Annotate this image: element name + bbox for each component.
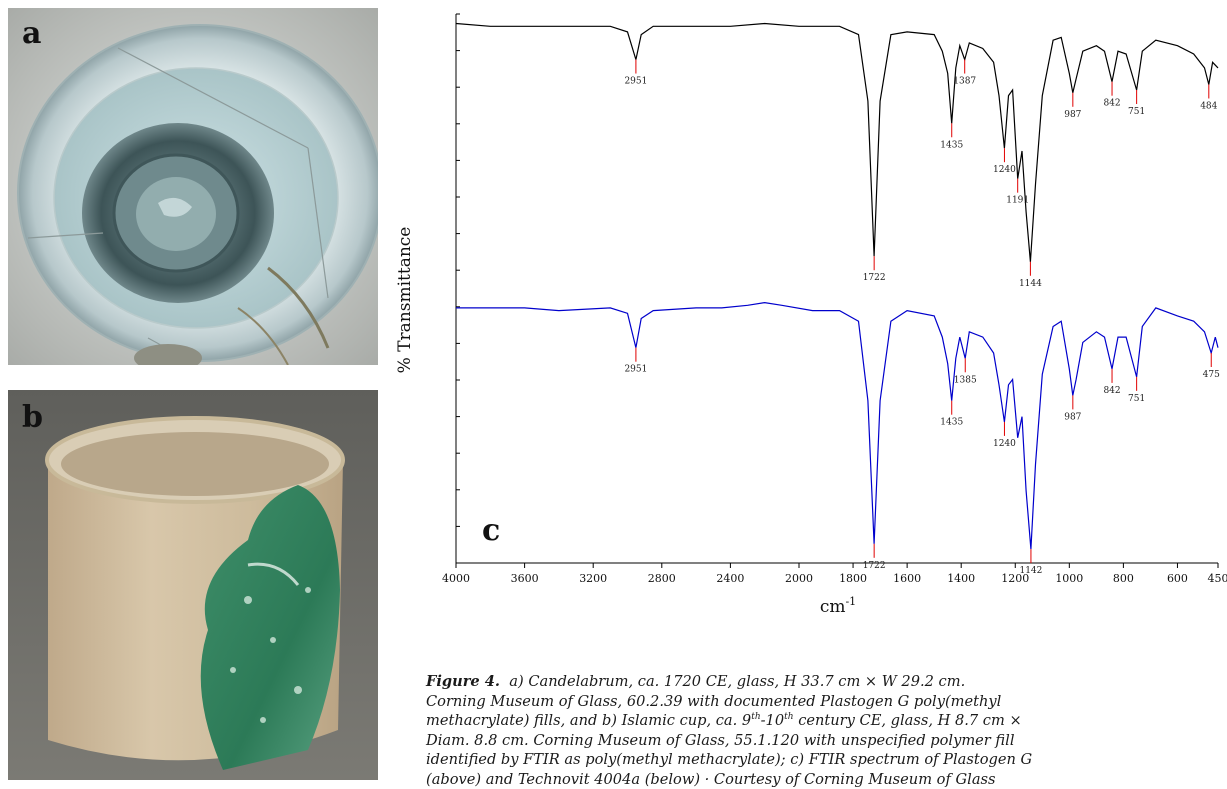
x-tick-label: 2000 bbox=[785, 572, 813, 585]
peak-label: 751 bbox=[1128, 107, 1145, 117]
caption-line-4: Diam. 8.8 cm. Corning Museum of Glass, 5… bbox=[426, 731, 1216, 751]
photo-a-candelabrum: a bbox=[8, 8, 378, 365]
figure-caption: Figure 4. a) Candelabrum, ca. 1720 CE, g… bbox=[426, 672, 1216, 789]
peak-label: 751 bbox=[1128, 394, 1145, 404]
peak-label: 475 bbox=[1203, 370, 1220, 380]
y-ticks bbox=[456, 14, 460, 563]
caption-line-2: Corning Museum of Glass, 60.2.39 with do… bbox=[426, 692, 1216, 712]
x-tick-label: 2800 bbox=[648, 572, 676, 585]
caption-line-1: Figure 4. a) Candelabrum, ca. 1720 CE, g… bbox=[426, 672, 1216, 692]
x-tick-label: 1400 bbox=[947, 572, 975, 585]
panel-label-a: a bbox=[22, 16, 41, 51]
peak-label: 987 bbox=[1064, 412, 1081, 422]
peak-label: 2951 bbox=[624, 365, 647, 375]
caption-line-5: identified by FTIR as poly(methyl methac… bbox=[426, 750, 1216, 770]
photo-b-islamic-cup: b bbox=[8, 390, 378, 780]
caption-line-3b: -10 bbox=[761, 712, 785, 729]
caption-figure-label: Figure 4. bbox=[426, 673, 500, 690]
peak-label: 1142 bbox=[1019, 566, 1042, 576]
peak-label: 1240 bbox=[993, 439, 1016, 449]
peak-label: 484 bbox=[1200, 101, 1217, 111]
peak-label: 1144 bbox=[1019, 279, 1042, 289]
peak-label: 1435 bbox=[940, 418, 963, 428]
panel-label-c: c bbox=[482, 513, 500, 548]
peak-label: 987 bbox=[1064, 110, 1081, 120]
peak-label: 1722 bbox=[863, 561, 886, 571]
islamic-cup-image bbox=[8, 390, 378, 780]
peak-label: 1385 bbox=[954, 375, 977, 385]
peak-label: 2951 bbox=[624, 77, 647, 87]
panel-label-b: b bbox=[22, 400, 43, 435]
x-tick-label: 2400 bbox=[716, 572, 744, 585]
caption-line-3-sup2: th bbox=[784, 712, 793, 722]
peak-label: 1191 bbox=[1006, 196, 1029, 206]
peak-label: 1435 bbox=[940, 140, 963, 150]
x-tick-label: 450 bbox=[1208, 572, 1227, 585]
x-tick-label: 3200 bbox=[579, 572, 607, 585]
caption-line-3a: methacrylate) fills, and b) Islamic cup,… bbox=[426, 712, 751, 729]
peak-label: 842 bbox=[1103, 99, 1120, 109]
x-tick-label: 1600 bbox=[893, 572, 921, 585]
series-line-1 bbox=[456, 24, 1218, 262]
x-tick-label: 800 bbox=[1113, 572, 1134, 585]
caption-line-6: (above) and Technovit 4004a (below) · Co… bbox=[426, 770, 1216, 789]
caption-line-3: methacrylate) fills, and b) Islamic cup,… bbox=[426, 711, 1216, 731]
peak-label: 1722 bbox=[863, 273, 886, 283]
series-line-2 bbox=[456, 303, 1218, 549]
caption-line-1-text: a) Candelabrum, ca. 1720 CE, glass, H 33… bbox=[509, 673, 965, 690]
caption-line-3-sup1: th bbox=[751, 712, 760, 722]
peak-label: 1240 bbox=[993, 165, 1016, 175]
peak-label: 1387 bbox=[953, 77, 976, 87]
peak-labels: 2951 1722 1435 1387 1240 1191 1144 987 842 751 484… bbox=[624, 60, 1220, 577]
x-tick-label: 1800 bbox=[839, 572, 867, 585]
peak-label: 842 bbox=[1103, 386, 1120, 396]
x-tick-label: 4000 bbox=[442, 572, 470, 585]
x-tick-label: 600 bbox=[1167, 572, 1188, 585]
x-tick-label: 3600 bbox=[511, 572, 539, 585]
x-axis-label: cm-1 bbox=[820, 595, 856, 617]
x-axis-label-unit: cm bbox=[820, 597, 846, 617]
x-axis-label-exp: -1 bbox=[845, 595, 856, 608]
candelabrum-image bbox=[8, 8, 378, 365]
caption-line-3c: century CE, glass, H 8.7 cm × bbox=[794, 712, 1022, 729]
x-tick-label: 1000 bbox=[1055, 572, 1083, 585]
y-axis-label: % Transmittance bbox=[395, 227, 415, 374]
